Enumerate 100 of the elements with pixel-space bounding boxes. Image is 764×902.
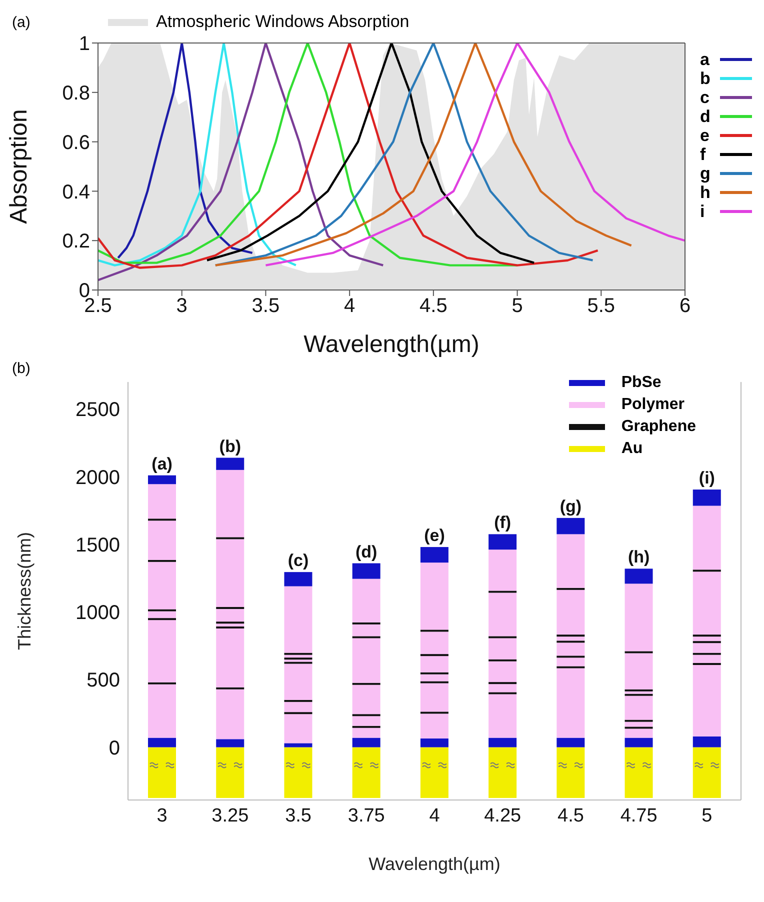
bar bbox=[148, 620, 176, 682]
legend-label: e bbox=[700, 126, 710, 146]
line-series bbox=[98, 43, 298, 266]
bar bbox=[692, 643, 721, 653]
bar bbox=[420, 738, 448, 748]
text: (b) bbox=[12, 360, 30, 377]
bar bbox=[216, 739, 244, 748]
bar bbox=[216, 470, 244, 538]
x-tick-label: 4.25 bbox=[484, 805, 522, 826]
line-series bbox=[98, 43, 599, 269]
bar bbox=[556, 590, 585, 635]
bar bbox=[352, 624, 380, 636]
y-tick-label: 0 bbox=[108, 737, 120, 760]
bar bbox=[352, 638, 380, 683]
bar bbox=[216, 689, 244, 740]
bar bbox=[148, 562, 176, 610]
bar bbox=[420, 714, 448, 738]
annotation: (f) bbox=[494, 513, 512, 532]
bar bbox=[624, 728, 653, 738]
bar bbox=[352, 684, 380, 714]
x-tick-label: 5 bbox=[512, 295, 523, 318]
bar bbox=[352, 578, 380, 622]
line-series bbox=[117, 43, 254, 259]
x-tick-label: 4 bbox=[344, 295, 356, 318]
y-tick-label: 1500 bbox=[76, 534, 120, 556]
bar bbox=[556, 668, 585, 738]
legend-label: h bbox=[700, 182, 712, 202]
bar bbox=[216, 628, 244, 688]
x-tick-label: 3 bbox=[156, 805, 168, 826]
bar bbox=[488, 592, 517, 636]
text: (a) bbox=[12, 14, 30, 31]
line-series bbox=[264, 43, 685, 266]
x-tick-label: 3.5 bbox=[285, 805, 312, 826]
x-tick-label: 5 bbox=[702, 805, 712, 826]
bar bbox=[352, 747, 380, 798]
bar bbox=[556, 658, 585, 666]
bar bbox=[148, 684, 176, 738]
line-series bbox=[98, 43, 518, 266]
bar bbox=[624, 568, 653, 584]
x-tick-label: 4.75 bbox=[620, 805, 658, 826]
bar bbox=[284, 743, 312, 748]
legend-label: Polymer bbox=[621, 396, 684, 414]
y-tick-label: 2500 bbox=[76, 399, 120, 422]
bar bbox=[216, 608, 244, 622]
line-series bbox=[206, 43, 536, 264]
bar bbox=[692, 506, 721, 570]
x-axis-title: Wavelength(µm) bbox=[368, 854, 500, 874]
bar bbox=[488, 534, 517, 550]
bar bbox=[352, 738, 380, 748]
bar bbox=[420, 747, 448, 798]
y-tick-label: 1 bbox=[78, 33, 90, 56]
bar bbox=[692, 747, 721, 798]
bar bbox=[420, 547, 448, 563]
bar bbox=[420, 562, 448, 630]
x-axis-title: Wavelength(µm) bbox=[304, 331, 480, 358]
bar bbox=[692, 654, 721, 663]
bar bbox=[216, 539, 244, 607]
bar bbox=[692, 636, 721, 642]
x-tick-label: 4 bbox=[429, 805, 440, 826]
bar bbox=[284, 572, 312, 586]
bar bbox=[420, 656, 448, 672]
y-axis-title: Absorption bbox=[6, 109, 33, 224]
legend-label: PbSe bbox=[621, 374, 662, 392]
bar bbox=[556, 534, 585, 588]
x-tick-label: 5.5 bbox=[587, 295, 616, 318]
x-tick-label: 4.5 bbox=[558, 805, 584, 826]
legend-label: Au bbox=[621, 440, 643, 458]
bar bbox=[488, 747, 517, 798]
annotation: (g) bbox=[560, 496, 582, 516]
legend-label: b bbox=[700, 68, 712, 88]
bar bbox=[692, 572, 721, 635]
y-tick-label: 1000 bbox=[76, 602, 120, 624]
bar bbox=[556, 642, 585, 656]
bar bbox=[488, 694, 517, 738]
bar bbox=[148, 611, 176, 618]
bar bbox=[488, 738, 517, 748]
bar bbox=[624, 584, 653, 652]
bar bbox=[556, 518, 585, 534]
bar bbox=[556, 636, 585, 641]
bar bbox=[692, 736, 721, 748]
legend-label: c bbox=[700, 88, 710, 108]
bar bbox=[624, 691, 653, 694]
y-tick-label: 0.6 bbox=[62, 132, 90, 154]
x-tick-label: 3.75 bbox=[348, 805, 385, 826]
y-tick-label: 500 bbox=[86, 670, 120, 692]
bar bbox=[488, 638, 517, 660]
bar bbox=[352, 716, 380, 726]
bar bbox=[352, 728, 380, 738]
x-tick-label: 3 bbox=[176, 295, 188, 318]
y-tick-label: 2000 bbox=[76, 466, 120, 489]
x-tick-label: 6 bbox=[679, 295, 691, 318]
bar bbox=[624, 738, 653, 748]
bar bbox=[284, 654, 312, 658]
x-tick-label: 3.5 bbox=[252, 295, 280, 318]
legend-label: a bbox=[700, 50, 710, 70]
legend-label: f bbox=[700, 144, 707, 164]
bar bbox=[420, 683, 448, 712]
bar bbox=[284, 586, 312, 653]
legend-label: i bbox=[700, 202, 706, 222]
x-tick-label: 3.25 bbox=[212, 805, 249, 826]
